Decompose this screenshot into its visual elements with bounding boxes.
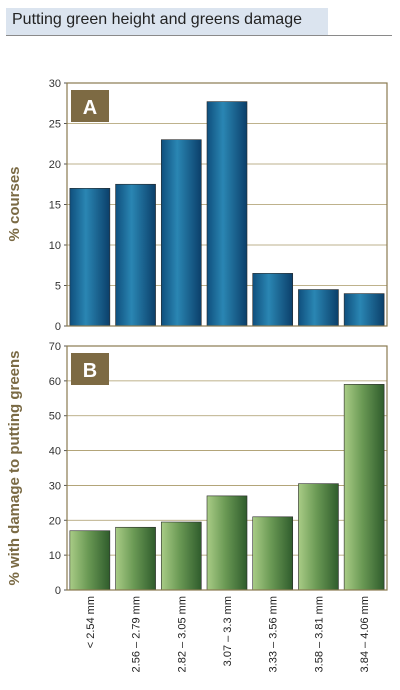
panel-b: 0 10 20 30 40 50 60 70 B % with damage to putting… bbox=[6, 341, 388, 597]
panel-b-y-axis-label: % with damage to putting greens bbox=[6, 350, 23, 585]
panel-a-ytick-label: 10 bbox=[49, 240, 61, 252]
panel-b-frame bbox=[66, 345, 388, 591]
panel-b-ytick-label: 60 bbox=[49, 376, 61, 388]
panel-b-bar bbox=[252, 516, 294, 591]
panel-a-bar bbox=[160, 139, 202, 327]
panel-a-bar bbox=[206, 101, 248, 327]
panel-a-bar bbox=[343, 293, 385, 327]
panel-a-ytick-label: 25 bbox=[49, 119, 61, 131]
panel-a-ytick-label: 0 bbox=[55, 321, 61, 333]
panel-a: 0 5 10 15 20 25 30 A % courses bbox=[6, 78, 388, 333]
panel-b-bar bbox=[206, 495, 248, 591]
panel-a-bar bbox=[69, 188, 111, 327]
panel-a-badge-label: A bbox=[83, 97, 97, 119]
panel-a-badge bbox=[71, 90, 109, 122]
x-category-label: 3.33 – 3.56 mm bbox=[268, 596, 280, 672]
panel-b-bar bbox=[298, 483, 339, 591]
panel-a-ytick-label: 20 bbox=[49, 159, 61, 171]
panel-a-ytick-label: 15 bbox=[49, 200, 61, 212]
x-category-label: 3.84 – 4.06 mm bbox=[359, 596, 371, 672]
panel-a-ytick-label: 5 bbox=[55, 281, 61, 293]
panel-b-ytick-label: 0 bbox=[55, 585, 61, 597]
panel-a-bar bbox=[115, 183, 156, 327]
x-category-label: 2.82 – 3.05 mm bbox=[176, 596, 188, 672]
panel-a-ytick-label: 30 bbox=[49, 78, 61, 90]
panel-a-bar bbox=[298, 289, 339, 327]
panel-b-ytick-label: 20 bbox=[49, 515, 61, 527]
panel-b-badge bbox=[71, 353, 109, 385]
panel-b-bar bbox=[69, 530, 111, 591]
panel-a-y-axis-label: % courses bbox=[6, 166, 23, 241]
panel-b-ytick-label: 30 bbox=[49, 480, 61, 492]
title-divider bbox=[6, 35, 392, 36]
panel-b-ytick-label: 70 bbox=[49, 341, 61, 353]
chart-title-bar: Putting green height and greens damage bbox=[6, 8, 328, 35]
x-category-label: < 2.54 mm bbox=[85, 596, 97, 648]
panel-b-bar bbox=[160, 521, 202, 591]
panel-b-bar bbox=[115, 526, 156, 591]
x-category-label: 3.58 – 3.81 mm bbox=[313, 596, 325, 672]
panel-b-badge-label: B bbox=[83, 360, 97, 382]
panel-b-ytick-label: 10 bbox=[49, 550, 61, 562]
x-category-label: 2.56 – 2.79 mm bbox=[131, 596, 143, 672]
panel-b-bar bbox=[343, 384, 385, 591]
x-category-label: 3.07 – 3.3 mm bbox=[222, 596, 234, 666]
chart-title: Putting green height and greens damage bbox=[12, 11, 302, 28]
panel-b-ytick-label: 40 bbox=[49, 446, 61, 458]
panel-b-ytick-label: 50 bbox=[49, 411, 61, 423]
panel-a-bar bbox=[252, 273, 294, 327]
panel-a-frame bbox=[66, 82, 388, 327]
